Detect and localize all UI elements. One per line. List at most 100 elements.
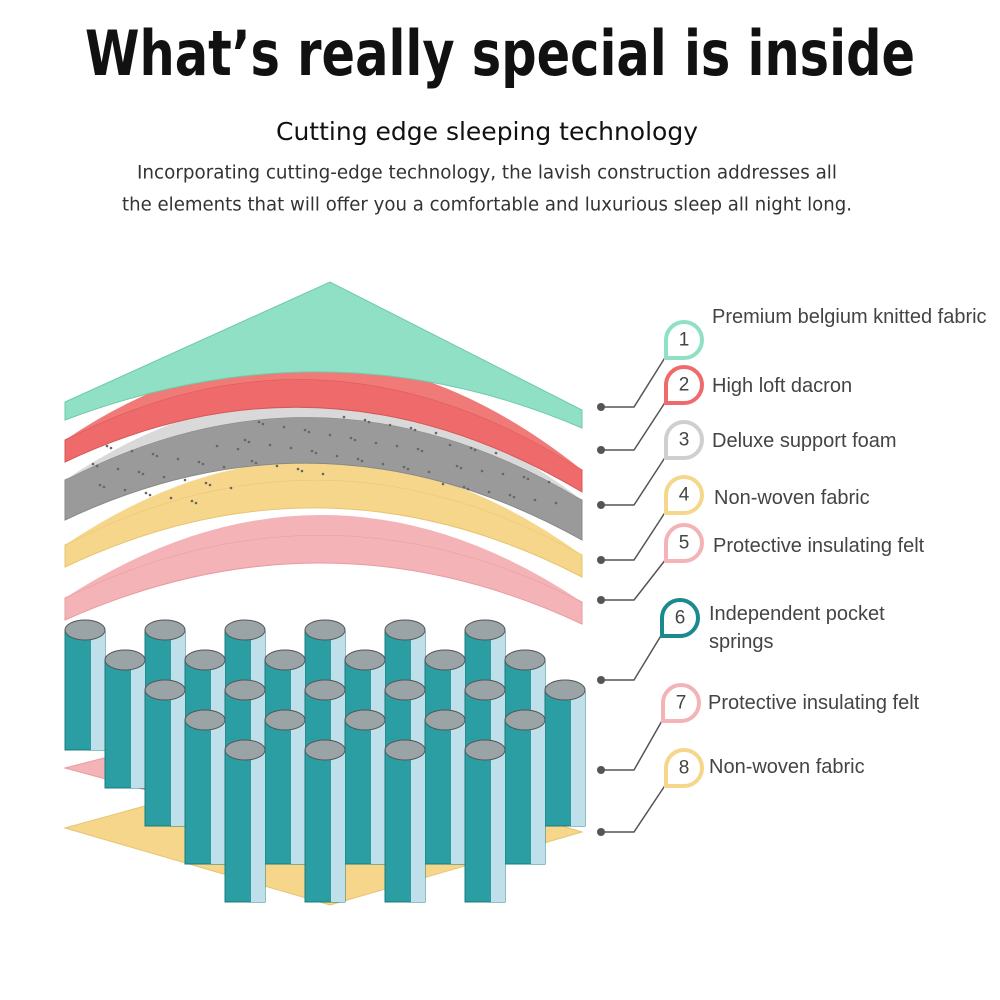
- spring-top: [424, 649, 466, 671]
- foam-dot: [395, 444, 399, 448]
- foam-dot: [353, 438, 357, 442]
- description-line: Incorporating cutting-edge technology, t…: [137, 162, 837, 184]
- layer-label: Premium belgium knitted fabric: [712, 306, 987, 328]
- foam-dot: [533, 498, 537, 502]
- foam-dot: [335, 454, 339, 458]
- spring-shade: [531, 720, 545, 864]
- layer-label: Independent pocket springs: [709, 603, 885, 653]
- layer-nonwoven-top: [65, 459, 582, 555]
- badge-number: 6: [675, 608, 686, 629]
- foam-dot: [409, 426, 413, 430]
- foam-dot: [247, 440, 251, 444]
- foam-dot: [102, 485, 106, 489]
- foam-dot: [236, 447, 240, 451]
- foam-dot: [222, 465, 226, 469]
- foam-dot: [183, 478, 187, 482]
- layer-label: High loft dacron: [712, 375, 853, 397]
- spring-top: [344, 709, 386, 731]
- badge: [664, 475, 704, 515]
- foam-dot: [208, 483, 212, 487]
- layer-label: Protective insulating felt: [713, 535, 925, 557]
- badge: [664, 748, 704, 788]
- foam-dot: [374, 441, 378, 445]
- foam-dot: [328, 433, 332, 437]
- spring-shade: [371, 720, 385, 864]
- foam-dot: [194, 501, 198, 505]
- layer-label: Protective insulating felt: [708, 692, 920, 714]
- foam-dot: [416, 447, 420, 451]
- foam-dot: [547, 480, 551, 484]
- spring-top: [64, 619, 106, 641]
- foam-dot: [300, 469, 304, 473]
- foam-dot: [469, 446, 473, 450]
- foam-dot: [462, 485, 466, 489]
- badge-number: 3: [679, 430, 690, 451]
- foam-dot: [381, 462, 385, 466]
- badge: [664, 365, 704, 405]
- foam-dot: [162, 475, 166, 479]
- badge: [664, 523, 704, 563]
- leader-line: [601, 558, 667, 601]
- spring-shade: [91, 630, 105, 750]
- spring-shade: [411, 750, 425, 902]
- badge-number: 1: [679, 330, 690, 351]
- subtitle: Cutting edge sleeping technology: [276, 117, 698, 146]
- foam-dot: [261, 422, 265, 426]
- spring-top: [544, 679, 586, 701]
- foam-dot: [402, 465, 406, 469]
- spring-top: [504, 649, 546, 671]
- spring-top: [224, 619, 266, 641]
- spring-top: [224, 679, 266, 701]
- foam-dot: [109, 446, 113, 450]
- spring-top: [144, 679, 186, 701]
- layer-felt-top: [64, 534, 583, 625]
- foam-dot: [303, 428, 307, 432]
- foam-dot: [197, 460, 201, 464]
- layer-dacron-top: [65, 359, 582, 470]
- spring-top: [344, 649, 386, 671]
- title: What’s really special is inside: [85, 17, 915, 90]
- spring-top: [144, 619, 186, 641]
- foam-dot: [434, 431, 438, 435]
- layer-label: Deluxe support foam: [712, 430, 897, 452]
- foam-dot: [367, 420, 371, 424]
- foam-dot: [95, 464, 99, 468]
- leader-line: [601, 783, 667, 833]
- mattress-illustration: [63, 281, 586, 906]
- foam-dot: [321, 472, 325, 476]
- foam-dot: [116, 467, 120, 471]
- foam-dot: [282, 425, 286, 429]
- foam-dot: [137, 470, 141, 474]
- spring-top: [464, 739, 506, 761]
- leader-line: [601, 455, 667, 506]
- spring-shade: [291, 720, 305, 864]
- foam-dot: [526, 477, 530, 481]
- spring-top: [104, 649, 146, 671]
- spring-top: [424, 709, 466, 731]
- foam-dot: [201, 462, 205, 466]
- foam-dot: [501, 472, 505, 476]
- foam-dot: [275, 464, 279, 468]
- spring-top: [264, 709, 306, 731]
- leader-line: [601, 718, 664, 771]
- spring-shade: [571, 690, 585, 826]
- foam-dot: [522, 475, 526, 479]
- leader-line: [601, 355, 667, 408]
- layer-felt-top-top: [65, 514, 582, 602]
- spring-shade: [491, 750, 505, 902]
- foam-dot: [363, 418, 367, 422]
- leader-line: [601, 633, 663, 681]
- foam-dot: [508, 493, 512, 497]
- spring-top: [184, 649, 226, 671]
- foam-dot: [105, 444, 109, 448]
- foam-dot: [254, 461, 258, 465]
- foam-dot: [494, 451, 498, 455]
- foam-dot: [427, 470, 431, 474]
- spring-top: [464, 679, 506, 701]
- spring-top: [384, 619, 426, 641]
- foam-dot: [473, 448, 477, 452]
- spring-top: [264, 649, 306, 671]
- foam-dot: [406, 467, 410, 471]
- spring-top: [184, 709, 226, 731]
